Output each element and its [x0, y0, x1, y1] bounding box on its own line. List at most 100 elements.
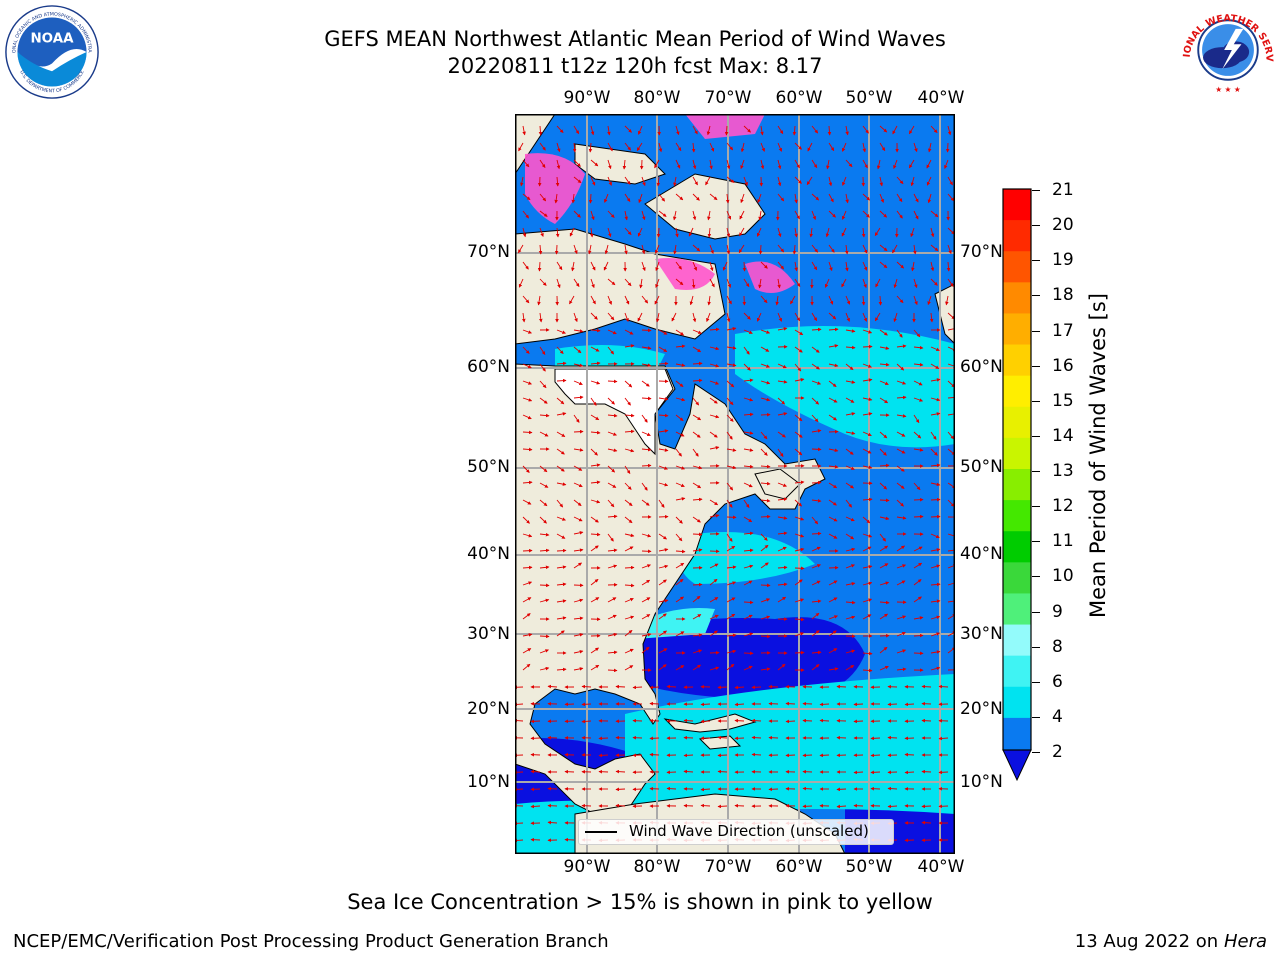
wind-arrow — [845, 547, 856, 552]
sea-ice-caption: Sea Ice Concentration > 15% is shown in … — [347, 890, 933, 914]
wind-arrow — [700, 803, 711, 808]
wind-arrow — [530, 769, 541, 774]
wind-arrow — [726, 663, 735, 671]
wind-arrow — [722, 261, 728, 271]
wind-arrow — [518, 244, 524, 254]
lat-tick-label: 20°N — [467, 699, 510, 719]
wind-arrow — [692, 312, 697, 323]
wind-arrow — [726, 278, 731, 288]
wind-arrow — [870, 753, 881, 758]
wind-arrow — [624, 499, 633, 506]
wind-arrow — [751, 735, 762, 740]
lon-tick-label: 50°W — [845, 857, 893, 877]
wind-arrow — [930, 431, 937, 440]
wind-arrow — [658, 193, 665, 202]
wind-arrow — [777, 142, 782, 152]
wind-arrow — [539, 532, 550, 537]
wind-arrow — [853, 719, 864, 724]
colorbar-swatch — [1003, 406, 1031, 439]
wind-arrow — [777, 448, 784, 457]
wind-arrow — [673, 176, 677, 187]
wind-arrow — [862, 363, 872, 368]
wind-arrow — [777, 227, 782, 238]
wind-arrow — [522, 663, 531, 671]
wind-arrow — [692, 176, 698, 186]
wind-arrow — [879, 448, 887, 456]
wind-arrow — [845, 125, 849, 136]
colorbar-swatch — [1003, 375, 1031, 408]
wind-arrow — [571, 193, 576, 204]
wind-arrow — [802, 718, 813, 723]
wind-arrow — [809, 227, 813, 238]
wind-arrow — [896, 499, 904, 507]
wind-arrow — [726, 633, 737, 638]
wind-arrow — [794, 598, 805, 603]
wind-arrow — [896, 448, 906, 454]
wind-arrow — [624, 565, 635, 570]
wind-arrow — [775, 295, 779, 306]
wind-arrow — [904, 702, 915, 707]
wind-arrow — [641, 328, 652, 333]
wind-arrow — [794, 378, 805, 382]
wind-arrow — [547, 684, 558, 689]
wind-arrow — [862, 412, 873, 416]
wind-arrow — [624, 329, 634, 335]
wind-arrow — [930, 278, 938, 286]
wind-arrow — [624, 630, 633, 637]
wind-arrow — [692, 346, 702, 353]
wind-arrow — [862, 210, 870, 218]
wind-arrow — [709, 431, 718, 438]
wind-arrow — [930, 125, 938, 134]
wind-arrow — [709, 278, 715, 288]
colorbar-swatch — [1003, 500, 1031, 532]
wind-arrow — [811, 210, 816, 220]
wind-arrow — [641, 414, 648, 423]
wind-arrow — [624, 598, 634, 603]
svg-text:★ ★ ★: ★ ★ ★ — [1215, 85, 1241, 94]
wind-arrow — [794, 414, 803, 422]
wind-arrow — [913, 397, 924, 402]
wind-arrow — [845, 329, 856, 333]
wind-arrow — [896, 482, 905, 489]
wind-arrow — [726, 448, 737, 452]
wind-arrow — [760, 295, 768, 304]
wind-arrow — [726, 227, 731, 238]
wind-arrow — [794, 448, 803, 456]
wind-arrow — [607, 210, 615, 218]
colorbar-swatch — [1003, 313, 1031, 346]
wind-arrow — [709, 614, 719, 620]
wind-arrow — [893, 278, 898, 289]
wind-arrow — [556, 361, 567, 366]
wind-arrow — [624, 665, 634, 671]
wind-arrow — [692, 582, 703, 587]
wind-arrow — [845, 244, 849, 255]
wind-arrow — [947, 499, 955, 507]
wind-arrow — [794, 159, 800, 169]
wind-arrow — [802, 753, 813, 758]
wind-arrow — [675, 562, 685, 569]
wind-arrow — [930, 599, 941, 603]
wind-arrow — [641, 533, 652, 538]
footer-credit: NCEP/EMC/Verification Post Processing Pr… — [13, 931, 609, 952]
wind-arrow — [911, 261, 915, 272]
wind-arrow — [573, 176, 582, 184]
colorbar-tick-label: 6 — [1052, 671, 1063, 692]
wind-arrow — [573, 531, 584, 535]
wind-arrow — [588, 244, 592, 255]
wind-arrow — [743, 329, 753, 334]
wind-arrow — [638, 193, 643, 204]
colorbar-tick — [1032, 752, 1040, 753]
wind-arrow — [811, 516, 819, 525]
wind-arrow — [862, 668, 873, 673]
wind-arrow — [672, 210, 677, 221]
wind-arrow — [641, 614, 651, 620]
wind-arrow — [607, 142, 613, 152]
map-legend: Wind Wave Direction (unscaled) — [578, 819, 894, 845]
wind-arrow — [571, 261, 575, 272]
wind-arrow — [819, 718, 830, 723]
wind-arrow — [811, 414, 819, 423]
wind-arrow — [692, 414, 702, 421]
wind-arrow — [828, 414, 837, 421]
title-line-1: GEFS MEAN Northwest Atlantic Mean Period… — [324, 27, 946, 51]
wind-arrow — [827, 125, 832, 136]
